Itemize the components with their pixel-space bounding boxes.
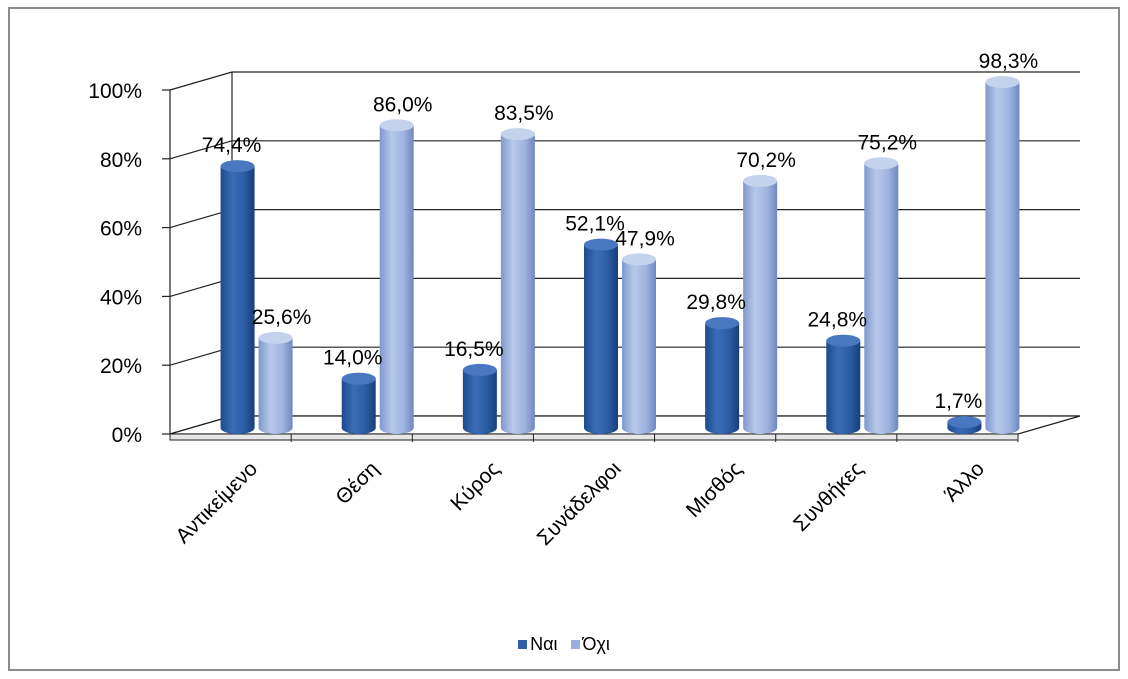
bars [220, 75, 1020, 434]
x-tick-label: Κύρος [446, 457, 504, 515]
data-label: 98,3% [979, 50, 1039, 73]
bar-top [985, 75, 1020, 88]
bar-top [705, 317, 740, 330]
y-tick-label: 60% [100, 218, 142, 241]
data-label: 86,0% [373, 93, 433, 116]
chart-frame: 0% 20% 40% 60% 80% 100% 74,4% 25,6% 14,0% 86,0% 1… [8, 7, 1120, 671]
data-label: 47,9% [615, 227, 675, 250]
bar-body [985, 81, 1020, 434]
gridline-side [169, 140, 233, 160]
data-label: 70,2% [736, 149, 796, 172]
bar [622, 253, 656, 434]
bar-top [622, 253, 656, 266]
data-labels: 74,4% 25,6% 14,0% 86,0% 16,5% 83,5% 52,1%47,9%… [202, 50, 1038, 413]
bar [584, 238, 618, 434]
bar [500, 128, 535, 434]
data-label: 75,2% [858, 131, 918, 154]
floor-edge [169, 433, 1019, 441]
legend: Ναι Όχι [10, 633, 1118, 655]
bar-body [622, 259, 656, 434]
x-tick-label: Αντικείμενο [171, 457, 262, 548]
data-label: 1,7% [934, 390, 982, 413]
data-label: 74,4% [202, 134, 262, 157]
legend-label-yes: Ναι [530, 634, 558, 654]
data-label: 16,5% [444, 338, 504, 361]
bar [826, 334, 861, 434]
bar [705, 317, 740, 434]
bar-chart: 0% 20% 40% 60% 80% 100% 74,4% 25,6% 14,0% 86,0% 1… [88, 50, 1081, 550]
bar [947, 416, 982, 434]
bar-body [584, 244, 618, 434]
legend-item-yes: Ναι [518, 634, 558, 655]
legend-swatch-no [570, 640, 580, 649]
bar-top [462, 363, 497, 376]
bar-body [743, 180, 778, 434]
bar-top [947, 416, 982, 429]
bar-top [500, 128, 535, 141]
bar [379, 119, 414, 434]
bar-body [341, 378, 376, 434]
bar-top [743, 174, 778, 187]
bar [220, 160, 255, 434]
bar-body [379, 125, 414, 434]
x-axis: Αντικείμενο Θέση Κύρος Συνάδελφοι Μισθός Συνθ… [171, 434, 1019, 550]
y-tick-label: 20% [100, 355, 142, 378]
bar-top [864, 157, 899, 170]
x-tick-label: Θέση [331, 457, 383, 509]
data-label: 83,5% [494, 102, 554, 125]
data-label: 14,0% [323, 347, 383, 370]
data-label: 29,8% [686, 291, 746, 314]
bar-top [826, 334, 861, 347]
bar-body [220, 166, 255, 434]
bar-body [705, 323, 740, 434]
bar [341, 372, 376, 434]
y-axis: 0% 20% 40% 60% 80% 100% [88, 80, 171, 447]
bar-body [826, 340, 861, 434]
bar [462, 363, 497, 434]
y-tick-label: 0% [112, 424, 142, 447]
y-tick-label: 80% [100, 149, 142, 172]
legend-label-no: Όχι [582, 634, 610, 654]
bar-top [584, 238, 618, 251]
x-tick-label: Συνθήκες [789, 457, 868, 536]
bar [864, 157, 899, 434]
bar [258, 331, 293, 434]
x-tick-label: Μισθός [682, 457, 747, 522]
y-tick-label: 40% [100, 286, 142, 309]
data-label: 24,8% [808, 309, 868, 332]
legend-swatch-yes [518, 640, 528, 649]
bar-body [500, 134, 535, 434]
x-tick-label: Συνάδελφοι [533, 457, 626, 550]
bar [743, 174, 778, 434]
legend-item-no: Όχι [570, 634, 610, 655]
y-tick-label: 100% [88, 80, 142, 103]
data-label: 25,6% [252, 306, 312, 329]
bar-top [220, 160, 255, 173]
bar-body [864, 163, 899, 434]
bar-top [258, 331, 293, 344]
gridline-side [169, 71, 233, 91]
data-label: 52,1% [565, 213, 625, 236]
bar [985, 75, 1020, 434]
bar-body [258, 337, 293, 434]
bar-top [341, 372, 376, 385]
bar-top [379, 119, 414, 132]
bar-body [462, 369, 497, 434]
x-tick-label: Άλλο [940, 457, 989, 506]
